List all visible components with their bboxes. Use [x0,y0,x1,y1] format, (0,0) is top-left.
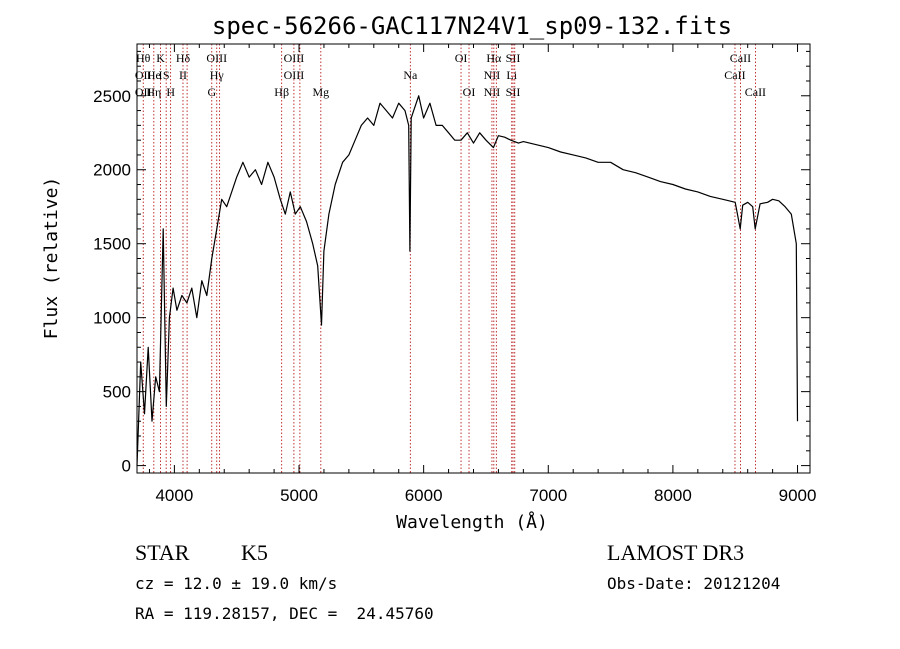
marker-label: NII [484,85,501,99]
subclass-label: K5 [241,540,268,565]
spectrum-line [136,95,799,466]
x-axis: 4000 5000 6000 7000 8000 9000 [148,44,817,505]
survey-label: LAMOST DR3 [607,540,744,565]
marker-label: Li [506,68,517,82]
marker-label: Hβ [274,85,289,99]
x-tick-label: 9000 [779,486,817,505]
y-tick-label: 500 [103,383,131,402]
y-tick-label: 0 [122,457,131,476]
marker-label: Na [403,68,418,82]
marker-label: I [159,68,163,82]
marker-label: H [166,85,175,99]
class-label: STAR [135,540,190,565]
marker-label: Hδ [176,51,191,65]
marker-label: He [147,68,161,82]
marker-label: OIII [284,51,305,65]
marker-label: SII [506,51,521,65]
y-tick-label: 1500 [93,235,131,254]
marker-label: Hη [146,85,161,99]
x-axis-label: Wavelength (Å) [396,511,548,533]
y-tick-label: 2000 [93,161,131,180]
marker-label: OI [455,51,468,65]
marker-label: K [156,51,165,65]
marker-label: Hθ [136,51,151,65]
marker-label: CaII [724,68,745,82]
marker-label: OII [135,68,152,82]
spectrum-series [136,95,799,466]
marker-label: Mg [312,85,329,99]
marker-label: SII [506,85,521,99]
marker-label: CaII [745,85,766,99]
chart-title: spec-56266-GAC117N24V1_sp09-132.fits [212,12,732,40]
marker-label: NII [484,68,501,82]
marker-label: CaII [730,51,751,65]
y-axis-label: Flux (relative) [41,177,62,340]
x-tick-label: 8000 [654,486,692,505]
marker-label: OIII [206,51,227,65]
marker-label: OI [463,85,476,99]
marker-label: OIII [284,68,305,82]
marker-label: II [179,68,187,82]
marker-label: Hγ [210,68,225,82]
plot-frame [136,43,811,474]
marker-label: G [207,85,216,99]
x-tick-label: 6000 [405,486,443,505]
obs-date-label: Obs-Date: 20121204 [607,574,780,593]
y-tick-label: 1000 [93,309,131,328]
cz-label: cz = 12.0 ± 19.0 km/s [135,574,337,593]
x-tick-label: 7000 [529,486,567,505]
radec-label: RA = 119.28157, DEC = 24.45760 [135,604,434,623]
marker-label: Hα [486,51,502,65]
x-tick-label: 5000 [280,486,318,505]
y-axis: 0 500 1000 1500 2000 2500 [93,50,810,476]
marker-label: S [163,68,170,82]
x-tick-label: 4000 [155,486,193,505]
y-tick-label: 2500 [93,87,131,106]
